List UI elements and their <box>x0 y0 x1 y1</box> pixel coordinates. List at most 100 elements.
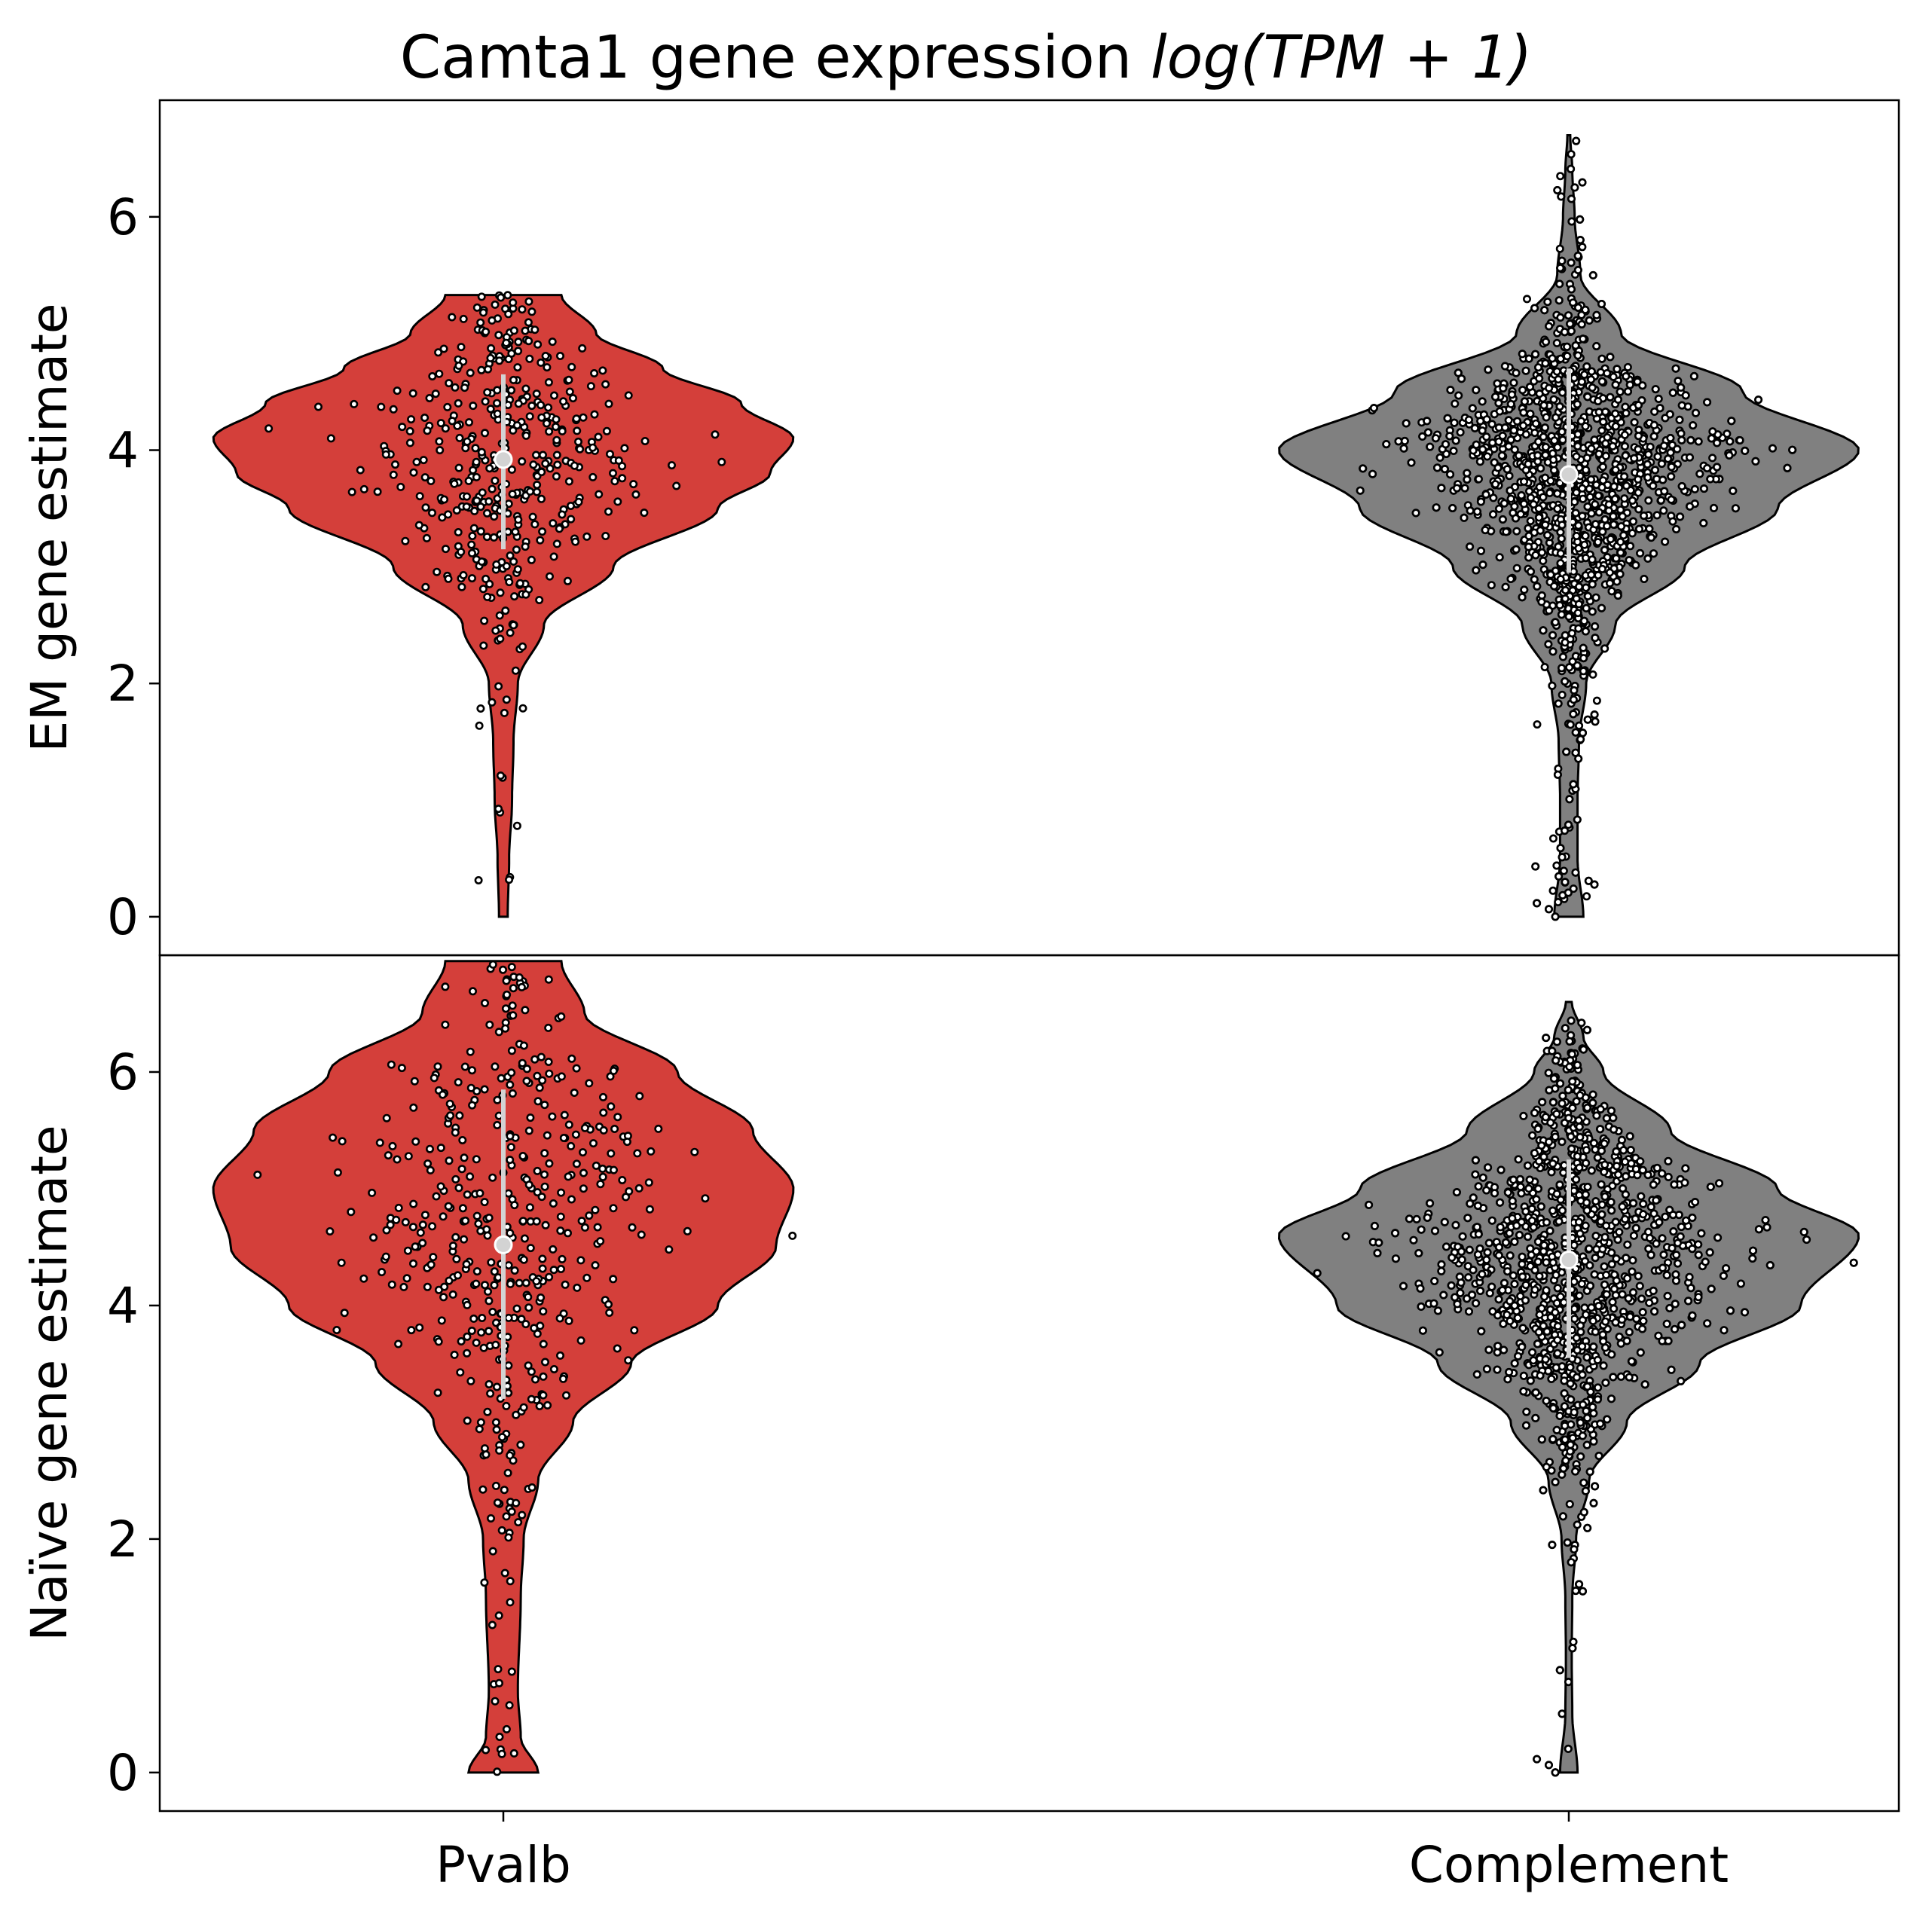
data-point <box>533 1097 543 1106</box>
data-point <box>537 468 546 477</box>
data-point <box>463 1190 472 1199</box>
data-point <box>1500 362 1509 371</box>
data-point <box>514 1518 523 1527</box>
data-point <box>445 1276 454 1285</box>
data-point <box>1570 686 1579 695</box>
data-point <box>1597 483 1606 492</box>
data-point <box>1555 478 1564 487</box>
data-point <box>561 1391 570 1400</box>
data-point <box>398 423 407 432</box>
data-point <box>472 1279 481 1288</box>
data-point <box>1708 427 1717 436</box>
data-point <box>555 351 564 360</box>
data-point <box>559 397 568 406</box>
data-point <box>389 405 398 414</box>
data-point <box>788 1231 797 1240</box>
data-point <box>509 1011 518 1020</box>
data-point <box>457 548 466 557</box>
data-point <box>1531 350 1540 359</box>
data-point <box>421 582 430 591</box>
data-point <box>1466 542 1475 551</box>
data-point <box>580 1123 589 1132</box>
data-point <box>1445 432 1454 441</box>
data-point <box>525 1203 534 1212</box>
data-point <box>491 300 500 309</box>
data-point <box>411 1242 420 1251</box>
data-point <box>1460 513 1469 522</box>
data-point <box>1581 422 1590 431</box>
data-point <box>1710 503 1719 512</box>
data-point <box>1567 629 1576 638</box>
data-point <box>517 982 526 991</box>
data-point <box>1610 494 1619 503</box>
data-point <box>502 1512 511 1521</box>
data-point <box>428 1222 437 1231</box>
data-point <box>1540 306 1549 315</box>
data-point <box>454 399 463 408</box>
data-point <box>1554 898 1563 907</box>
data-point <box>1594 396 1603 405</box>
data-point <box>1631 560 1640 570</box>
data-point <box>1741 446 1750 455</box>
data-point <box>1519 408 1528 417</box>
data-point <box>1561 677 1570 686</box>
data-point <box>441 545 450 554</box>
data-point <box>504 1533 513 1542</box>
data-point <box>495 611 504 620</box>
data-point <box>711 430 720 439</box>
data-point <box>440 1282 449 1291</box>
data-point <box>1533 720 1542 729</box>
data-point <box>409 1199 418 1208</box>
data-point <box>1604 500 1613 509</box>
data-point <box>313 402 323 411</box>
data-point <box>1356 486 1365 495</box>
data-point <box>469 466 478 475</box>
data-point <box>407 415 416 424</box>
data-point <box>466 1047 475 1056</box>
data-point <box>1668 517 1677 526</box>
data-point <box>404 1152 413 1161</box>
data-point <box>507 1046 516 1055</box>
data-point <box>564 477 573 486</box>
data-point <box>469 524 478 533</box>
data-point <box>461 444 470 453</box>
data-point <box>527 1483 536 1492</box>
data-point <box>505 1701 514 1710</box>
data-point <box>507 1507 516 1516</box>
data-point <box>1543 530 1552 539</box>
data-point <box>458 1136 467 1145</box>
data-point <box>1534 363 1543 372</box>
data-point <box>504 1388 513 1397</box>
data-point <box>607 1102 616 1111</box>
data-point <box>1568 657 1577 666</box>
data-point <box>1620 441 1629 451</box>
data-point <box>1524 542 1533 551</box>
data-point <box>580 1223 589 1232</box>
data-point <box>1456 428 1465 437</box>
data-point <box>1411 509 1420 518</box>
data-point <box>608 469 617 478</box>
data-point <box>494 805 503 814</box>
data-point <box>596 1180 605 1189</box>
data-point <box>504 1189 513 1198</box>
data-point <box>1567 164 1576 173</box>
data-point <box>477 292 486 301</box>
data-point <box>433 567 442 576</box>
data-point <box>1623 362 1632 371</box>
data-point <box>486 353 495 362</box>
data-point <box>1539 626 1548 635</box>
data-point <box>1433 463 1442 472</box>
data-point <box>1556 575 1565 584</box>
data-point <box>1708 454 1717 463</box>
data-point <box>1558 652 1567 661</box>
data-point <box>620 444 629 453</box>
data-point <box>1561 638 1570 647</box>
data-point <box>1677 401 1686 410</box>
data-point <box>1505 472 1514 481</box>
data-point <box>425 393 434 402</box>
data-point <box>1587 509 1596 518</box>
data-point <box>1556 844 1565 853</box>
data-point <box>1579 728 1588 738</box>
data-point <box>405 438 414 447</box>
data-point <box>1463 469 1472 478</box>
